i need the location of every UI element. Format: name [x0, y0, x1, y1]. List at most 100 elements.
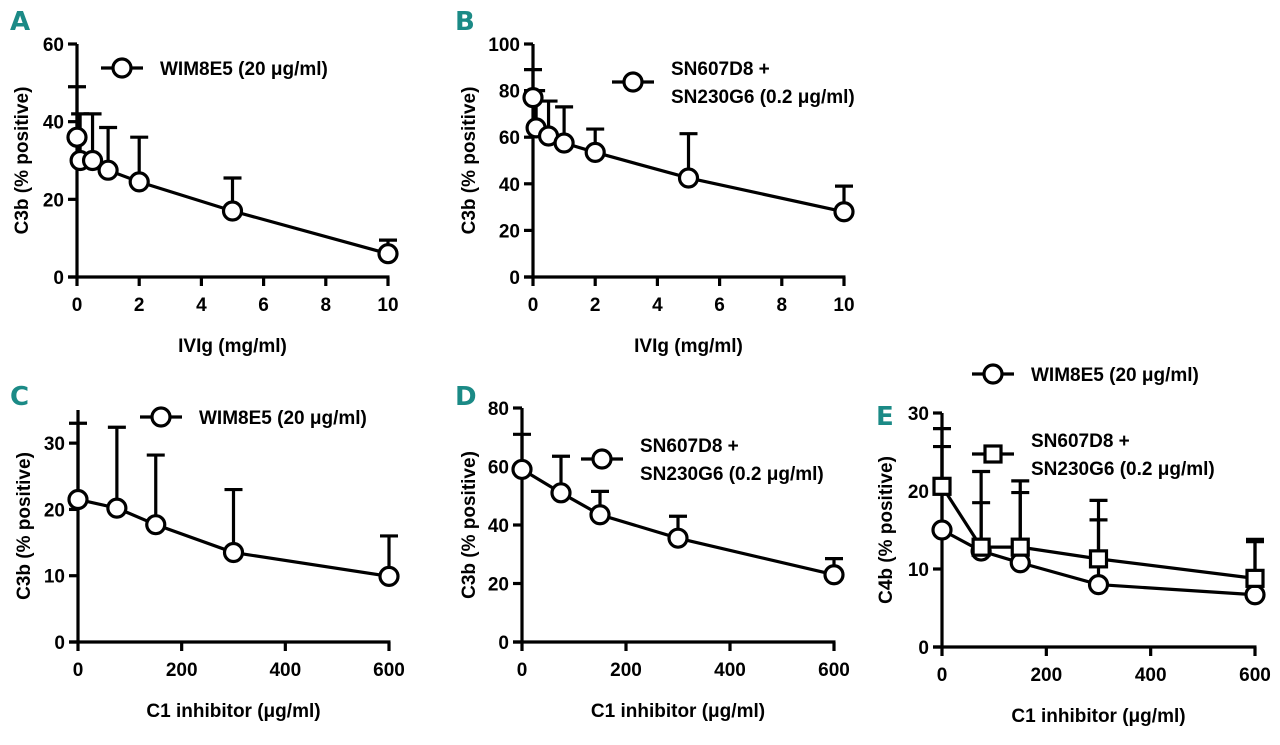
- data-point: [222, 541, 245, 564]
- x-tick-label: 2: [590, 295, 601, 316]
- y-tick-label: 60: [499, 128, 520, 149]
- y-tick-label: 40: [43, 113, 64, 134]
- y-axis-label: C3b (% positive): [459, 87, 480, 235]
- data-point: [932, 476, 952, 496]
- data-point: [677, 167, 700, 189]
- data-point: [553, 132, 575, 154]
- x-tick-label: 0: [937, 665, 948, 686]
- y-axis-label: C3b (% positive): [14, 452, 35, 600]
- legend-circle-marker: [622, 71, 644, 93]
- x-tick-label: 0: [517, 660, 528, 681]
- y-tick-label: 0: [53, 268, 64, 289]
- panel-letter: D: [455, 382, 477, 412]
- data-point: [584, 141, 606, 163]
- x-tick-label: 6: [258, 295, 269, 316]
- y-axis-label: C3b (% positive): [12, 87, 33, 235]
- y-tick-label: 20: [488, 575, 509, 596]
- series-circle: [67, 421, 400, 587]
- axes: 0 20 40 60 80 100 0 2 4 6 8 10: [488, 35, 854, 316]
- x-tick-label: 600: [1239, 665, 1271, 686]
- panel-letter: B: [455, 7, 475, 37]
- x-tick-label: 400: [714, 660, 746, 681]
- legend-circle-marker: [150, 406, 172, 428]
- data-point: [833, 201, 855, 223]
- data-point: [589, 504, 611, 526]
- data-point: [145, 514, 167, 536]
- x-tick-label: 2: [134, 295, 145, 316]
- x-tick-label: 0: [528, 295, 539, 316]
- axes: 0 10 20 30 0 200 400 600: [908, 404, 1271, 686]
- y-tick-label: 20: [908, 482, 929, 503]
- x-axis-label: C1 inhibitor (μg/ml): [591, 701, 765, 722]
- data-point: [66, 126, 88, 148]
- data-point: [1088, 549, 1109, 569]
- x-tick-label: 4: [652, 295, 663, 316]
- y-tick-label: 0: [498, 633, 509, 654]
- legend-entry: WIM8E5 (20 μg/ml): [101, 57, 328, 80]
- data-point: [931, 519, 953, 541]
- series-square: [932, 427, 1265, 588]
- x-tick-label: 6: [714, 295, 725, 316]
- data-point: [1087, 573, 1110, 596]
- y-tick-label: 60: [43, 35, 64, 56]
- x-tick-label: 0: [73, 660, 84, 681]
- y-tick-label: 40: [499, 175, 520, 196]
- legend-square-marker: [983, 444, 1003, 464]
- data-point: [128, 171, 150, 193]
- x-axis-label: IVIg (mg/ml): [634, 336, 743, 357]
- x-tick-label: 600: [373, 660, 405, 681]
- y-tick-label: 20: [44, 500, 65, 521]
- x-tick-label: 0: [72, 295, 83, 316]
- x-axis-label: IVIg (mg/ml): [178, 336, 287, 357]
- data-point: [823, 564, 845, 586]
- series-circle: [66, 85, 399, 265]
- y-tick-label: 30: [44, 434, 65, 455]
- legend-label: SN607D8 +: [671, 59, 770, 80]
- y-tick-label: 20: [43, 190, 64, 211]
- legend-label: WIM8E5 (20 μg/ml): [1031, 365, 1199, 386]
- y-tick-label: 40: [488, 516, 509, 537]
- legend-entry: WIM8E5 (20 μg/ml): [140, 406, 367, 429]
- x-tick-label: 4: [196, 295, 207, 316]
- x-tick-label: 8: [777, 295, 788, 316]
- data-point: [106, 497, 128, 519]
- data-point: [81, 149, 104, 172]
- axes: 0 10 20 30 0 200 400 600: [44, 410, 405, 681]
- y-axis-label: C3b (% positive): [459, 451, 480, 599]
- y-tick-label: 30: [908, 404, 929, 425]
- legend-label: SN607D8 +: [1031, 431, 1130, 452]
- legend-entry: SN607D8 + SN230G6 (0.2 μg/ml): [612, 59, 855, 108]
- axes: 0 20 40 60 0 2 4 6 8 10: [43, 35, 399, 316]
- data-point: [221, 200, 244, 222]
- x-tick-label: 8: [321, 295, 332, 316]
- data-point: [667, 527, 689, 549]
- x-tick-label: 200: [610, 660, 642, 681]
- legend-entry: SN607D8 + SN230G6 (0.2 μg/ml): [972, 431, 1215, 480]
- y-tick-label: 0: [918, 638, 929, 659]
- x-axis-label: C1 inhibitor (μg/ml): [146, 701, 320, 722]
- legend-label: WIM8E5 (20 μg/ml): [199, 408, 367, 429]
- legend-label: SN230G6 (0.2 μg/ml): [640, 464, 824, 485]
- data-point: [522, 86, 544, 109]
- x-tick-label: 400: [1135, 665, 1167, 686]
- y-tick-label: 80: [488, 399, 509, 420]
- panel-b: B 0 20 40 60 80 100 0 2 4 6 8 10 IVIg (mg/ml) C3b (% p…: [455, 7, 855, 357]
- legend-label: SN230G6 (0.2 μg/ml): [671, 87, 855, 108]
- panel-d: D 0 20 40 60 80 0 200 400 600 C1 inhibitor (μg/ml)…: [455, 382, 850, 722]
- x-tick-label: 200: [1030, 665, 1062, 686]
- data-point: [511, 458, 533, 481]
- y-tick-label: 60: [488, 458, 509, 479]
- x-tick-label: 400: [269, 660, 301, 681]
- legend-circle-marker: [111, 57, 133, 79]
- panel-e: E 0 10 20 30 0 200 400 600 C1 inhibitor (μg/ml) C4…: [876, 363, 1271, 727]
- legend-circle-marker: [591, 448, 613, 470]
- data-point: [97, 159, 119, 181]
- x-tick-label: 200: [166, 660, 198, 681]
- panel-letter: A: [10, 7, 30, 37]
- y-tick-label: 10: [44, 567, 65, 588]
- legend-label: SN230G6 (0.2 μg/ml): [1031, 459, 1215, 480]
- panel-letter: E: [876, 402, 894, 432]
- legend-circle-marker: [982, 363, 1004, 385]
- y-tick-label: 80: [499, 82, 520, 103]
